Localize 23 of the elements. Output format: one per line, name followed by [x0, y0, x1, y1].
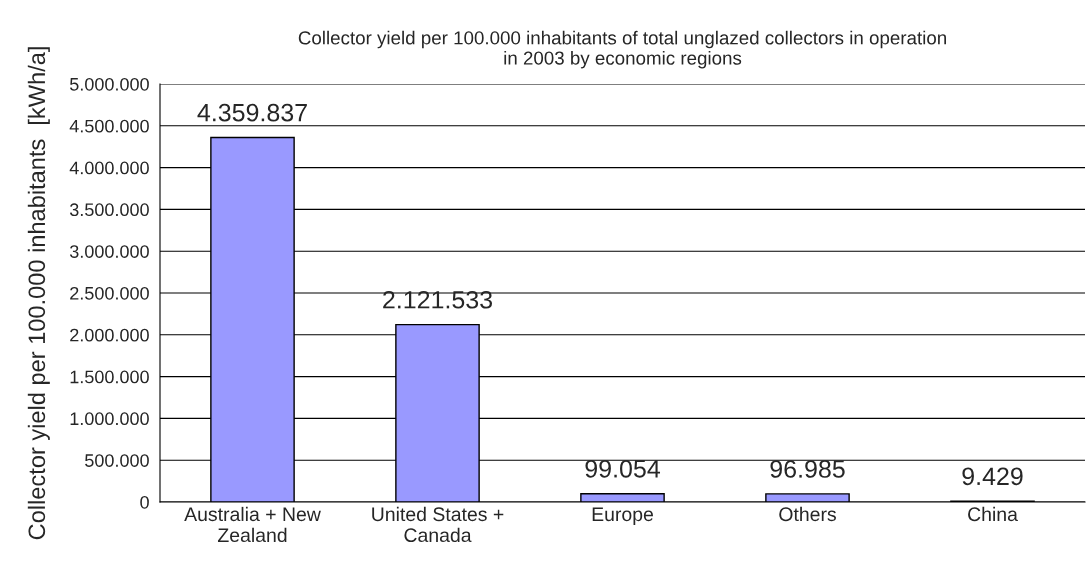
- y-tick-label: 4.000.000: [69, 161, 149, 175]
- y-tick-label: 1.500.000: [70, 370, 149, 384]
- x-tick-label: Others: [779, 506, 836, 522]
- y-tick-label: 0: [140, 495, 149, 509]
- x-tick-label: Europe: [592, 507, 653, 525]
- y-tick-label: 3.500.000: [69, 203, 149, 217]
- chart-title: Collector yield per 100.000 inhabitants of total unglazed collectors in operation in 2003 by economic regions: [298, 30, 946, 69]
- data-label: 2.121.533: [383, 290, 493, 309]
- x-tick-label: United States + Canada: [372, 506, 504, 543]
- x-tick-label: Australia + New Zealand: [184, 506, 321, 543]
- y-tick-label: 500.000: [85, 454, 149, 467]
- x-tick-label: China: [968, 506, 1018, 522]
- data-label: 96.985: [770, 460, 845, 478]
- y-tick-label: 2.500.000: [70, 286, 149, 300]
- y-tick-label: 5.000.000: [69, 77, 149, 91]
- y-tick-label: 3.000.000: [69, 245, 149, 258]
- data-label: 9.429: [962, 467, 1023, 486]
- data-label: 99.054: [585, 459, 660, 478]
- y-tick-label: 1.000.000: [70, 412, 149, 426]
- data-label: 4.359.837: [197, 103, 307, 122]
- y-tick-label: 4.500.000: [69, 119, 149, 133]
- y-tick-label: 2.000.000: [70, 328, 149, 342]
- y-axis-title: Collector yield per 100.000 inhabitants [kWh/a]: [27, 47, 50, 540]
